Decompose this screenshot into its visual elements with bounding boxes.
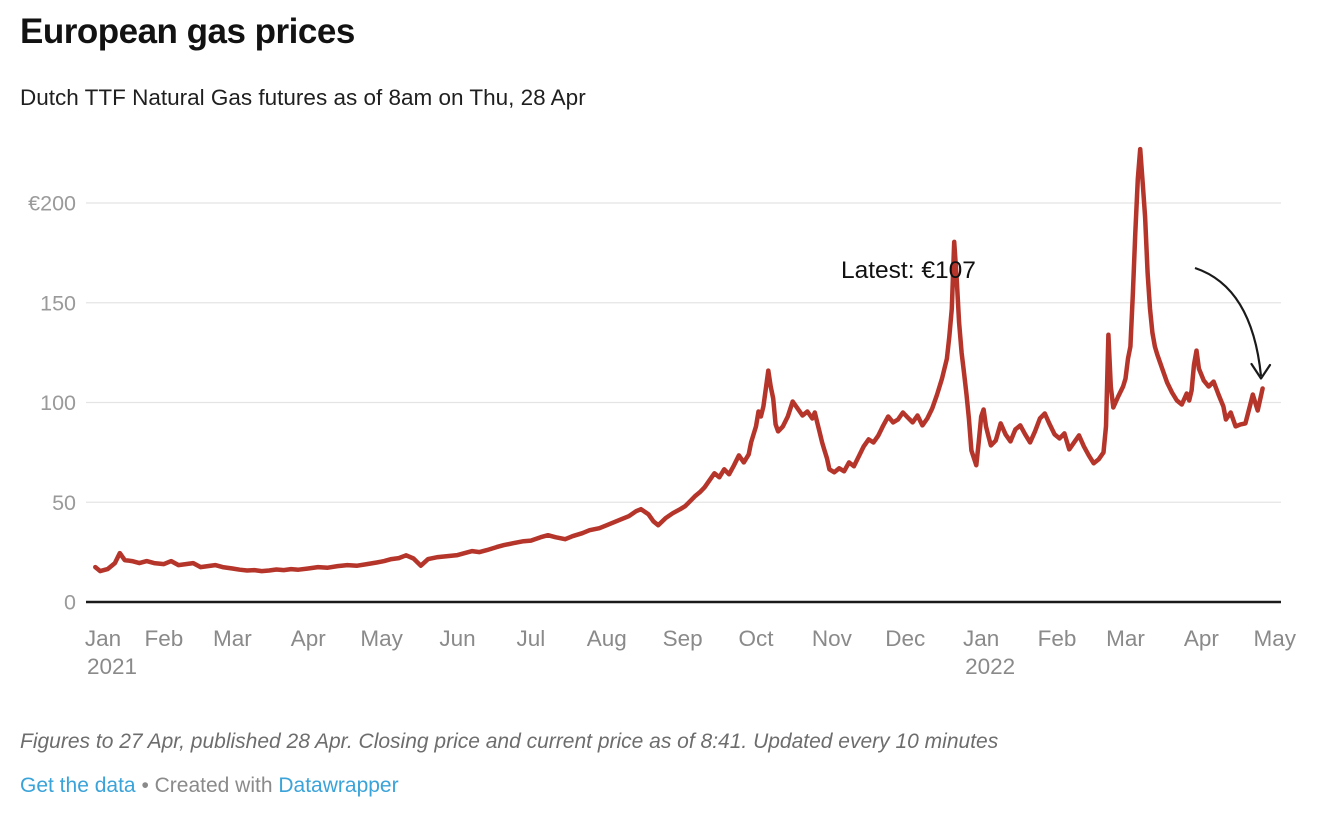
datawrapper-link[interactable]: Datawrapper: [278, 774, 399, 797]
x-tick-label: Jan: [963, 626, 999, 651]
x-tick-year-label: 2022: [965, 654, 1015, 679]
x-tick-label: Dec: [885, 626, 925, 651]
footer-separator-dot: •: [141, 774, 149, 797]
chart-title: European gas prices: [20, 12, 355, 51]
footer-note: Figures to 27 Apr, published 28 Apr. Clo…: [20, 730, 999, 753]
created-with-text: Created with: [154, 774, 273, 797]
x-tick-label: Aug: [587, 626, 627, 651]
x-tick-label: May: [1254, 626, 1297, 651]
y-tick-label: €200: [28, 192, 76, 216]
price-line-series: [93, 146, 1265, 574]
latest-annotation-label: Latest: €107: [841, 257, 976, 284]
y-tick-label: 0: [64, 591, 76, 615]
x-tick-label: Jul: [517, 626, 546, 651]
x-tick-label: Mar: [1106, 626, 1145, 651]
x-tick-label: Jan: [85, 626, 121, 651]
line-chart: 0 50 100 150 €200 Jan 2021 Feb Mar Apr May Jun Jul Au…: [28, 146, 1297, 679]
annotation-arrowhead: [1250, 362, 1272, 380]
x-tick-label: Mar: [213, 626, 252, 651]
x-tick-year-label: 2021: [87, 654, 137, 679]
x-tick-label: Sep: [663, 626, 703, 651]
y-tick-label: 150: [40, 291, 76, 315]
footer-links: Get the data • Created with Datawrapper: [20, 774, 399, 798]
x-tick-label: Oct: [739, 626, 775, 651]
x-tick-label: Feb: [144, 626, 183, 651]
x-tick-label: Apr: [291, 626, 327, 651]
x-tick-label: Nov: [812, 626, 853, 651]
y-tick-label: 50: [52, 491, 76, 515]
annotation-arrow: [1194, 266, 1263, 377]
x-tick-label: Feb: [1038, 626, 1077, 651]
x-tick-label: Jun: [439, 626, 475, 651]
get-the-data-link[interactable]: Get the data: [20, 774, 136, 797]
y-tick-label: 100: [40, 391, 76, 415]
x-tick-label: Apr: [1184, 626, 1220, 651]
chart-subtitle: Dutch TTF Natural Gas futures as of 8am …: [20, 85, 586, 110]
x-tick-label: May: [360, 626, 403, 651]
